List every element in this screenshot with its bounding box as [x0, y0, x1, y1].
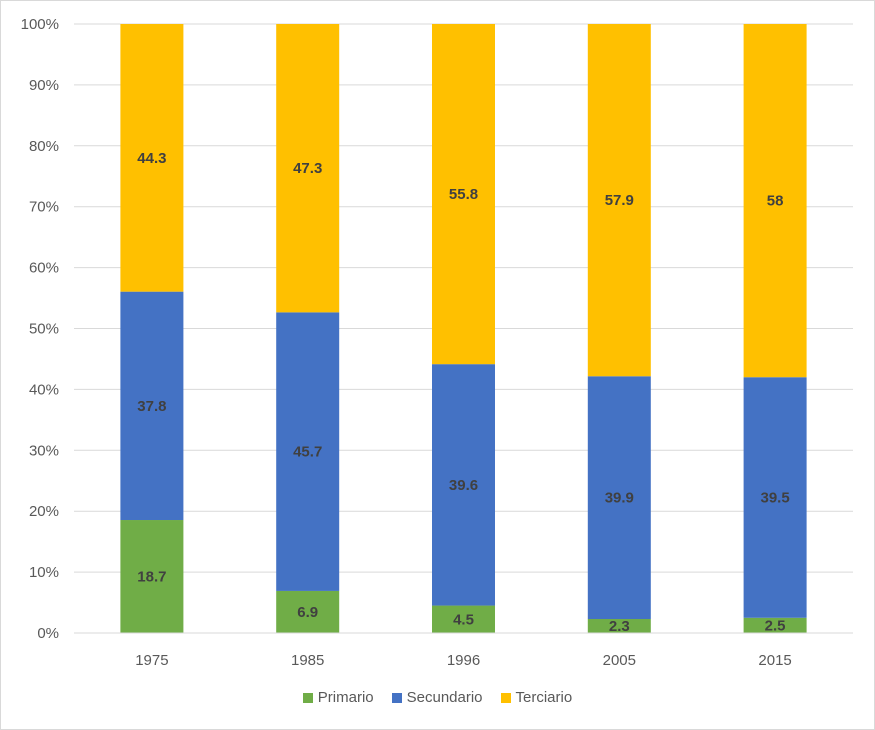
y-tick-label: 0% [37, 625, 59, 642]
x-tick-label: 1996 [447, 652, 480, 669]
x-tick-label: 1975 [135, 652, 168, 669]
data-label: 18.7 [137, 569, 166, 586]
y-tick-label: 50% [29, 321, 59, 338]
y-tick-label: 80% [29, 138, 59, 155]
data-label: 37.8 [137, 398, 166, 415]
bar-segment-terciario [276, 24, 340, 313]
legend-label-primario: Primario [317, 689, 374, 706]
legend-label-secundario: Secundario [406, 689, 483, 706]
data-label: 39.5 [760, 489, 789, 506]
bar-segment-terciario [120, 24, 184, 292]
data-label: 57.9 [605, 192, 634, 209]
data-label: 4.5 [453, 611, 474, 628]
legend: Primario Secundario Terciario [1, 689, 874, 706]
data-label: 45.7 [293, 444, 322, 461]
y-tick-label: 30% [29, 442, 59, 459]
data-label: 2.3 [609, 618, 630, 635]
data-label: 39.6 [449, 477, 478, 494]
data-label: 39.9 [605, 490, 634, 507]
bar-segment-terciario [743, 24, 807, 378]
bar-segment-primario [120, 520, 184, 633]
legend-item-secundario: Secundario [391, 689, 483, 706]
legend-item-primario: Primario [302, 689, 374, 706]
bar-segment-primario [432, 605, 495, 633]
bar-segment-secundario [120, 291, 184, 521]
bar-segment-terciario [432, 24, 495, 365]
bar-segment-primario [743, 617, 807, 633]
y-tick-label: 100% [21, 16, 59, 33]
legend-item-terciario: Terciario [500, 689, 573, 706]
y-tick-label: 40% [29, 381, 59, 398]
data-label: 55.8 [449, 186, 478, 203]
x-tick-label: 1985 [291, 652, 324, 669]
legend-swatch-secundario [391, 692, 402, 703]
y-tick-label: 70% [29, 199, 59, 216]
y-tick-label: 10% [29, 564, 59, 581]
data-label: 47.3 [293, 160, 322, 177]
x-tick-label: 2015 [758, 652, 791, 669]
bar-segment-terciario [587, 24, 651, 377]
x-tick-label: 2005 [603, 652, 636, 669]
legend-swatch-terciario [500, 692, 511, 703]
bar-segment-secundario [587, 376, 651, 620]
legend-label-terciario: Terciario [515, 689, 573, 706]
data-label: 44.3 [137, 150, 166, 167]
bar-segment-secundario [743, 377, 807, 618]
bar-segment-primario [587, 619, 651, 633]
bar-segment-secundario [432, 364, 495, 606]
bar-segment-secundario [276, 312, 340, 591]
y-tick-label: 60% [29, 260, 59, 277]
data-label: 58 [767, 193, 784, 210]
data-label: 6.9 [297, 604, 318, 621]
data-label: 2.5 [765, 617, 786, 634]
y-tick-label: 90% [29, 77, 59, 94]
bar-segment-primario [276, 590, 340, 633]
y-tick-label: 20% [29, 503, 59, 520]
legend-swatch-primario [302, 692, 313, 703]
